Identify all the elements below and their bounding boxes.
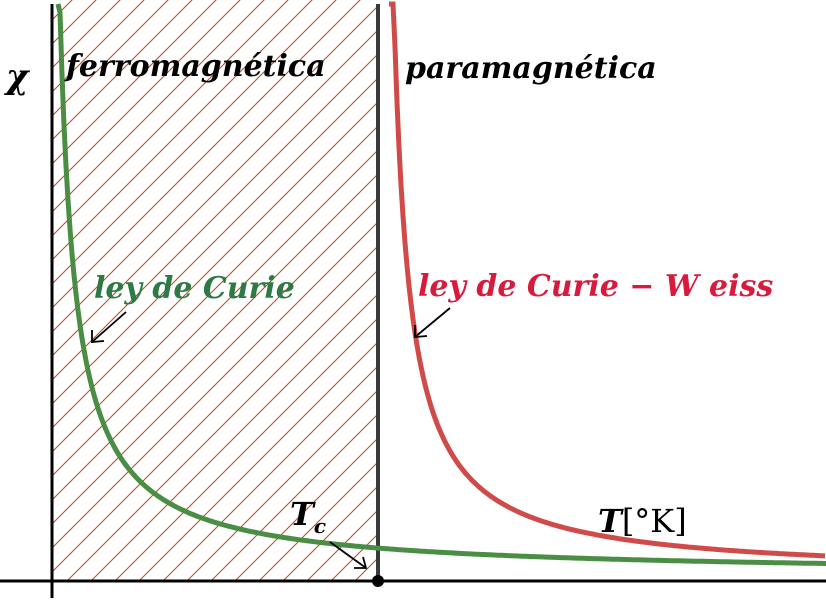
ferromagnetic-label: ferromagnética: [64, 49, 326, 84]
y-axis-label: χ: [4, 57, 31, 97]
curie-law-curve: [55, 3, 826, 566]
tc-label-arrow: [329, 541, 368, 569]
curie-weiss-curve: [389, 1, 826, 559]
curie-label-arrow: [91, 311, 127, 343]
curie-temperature-point: [372, 575, 384, 587]
tc-label: Tc: [290, 495, 326, 538]
ferromagnetic-region: [52, 0, 378, 581]
curie-weiss-label-arrow: [414, 307, 451, 338]
curie-law-label: ley de Curie: [94, 271, 295, 306]
curie-weiss-law-label: ley de Curie − W eiss: [418, 269, 773, 304]
paramagnetic-label: paramagnética: [405, 51, 657, 86]
x-axis-label: T[°K]: [598, 502, 687, 540]
